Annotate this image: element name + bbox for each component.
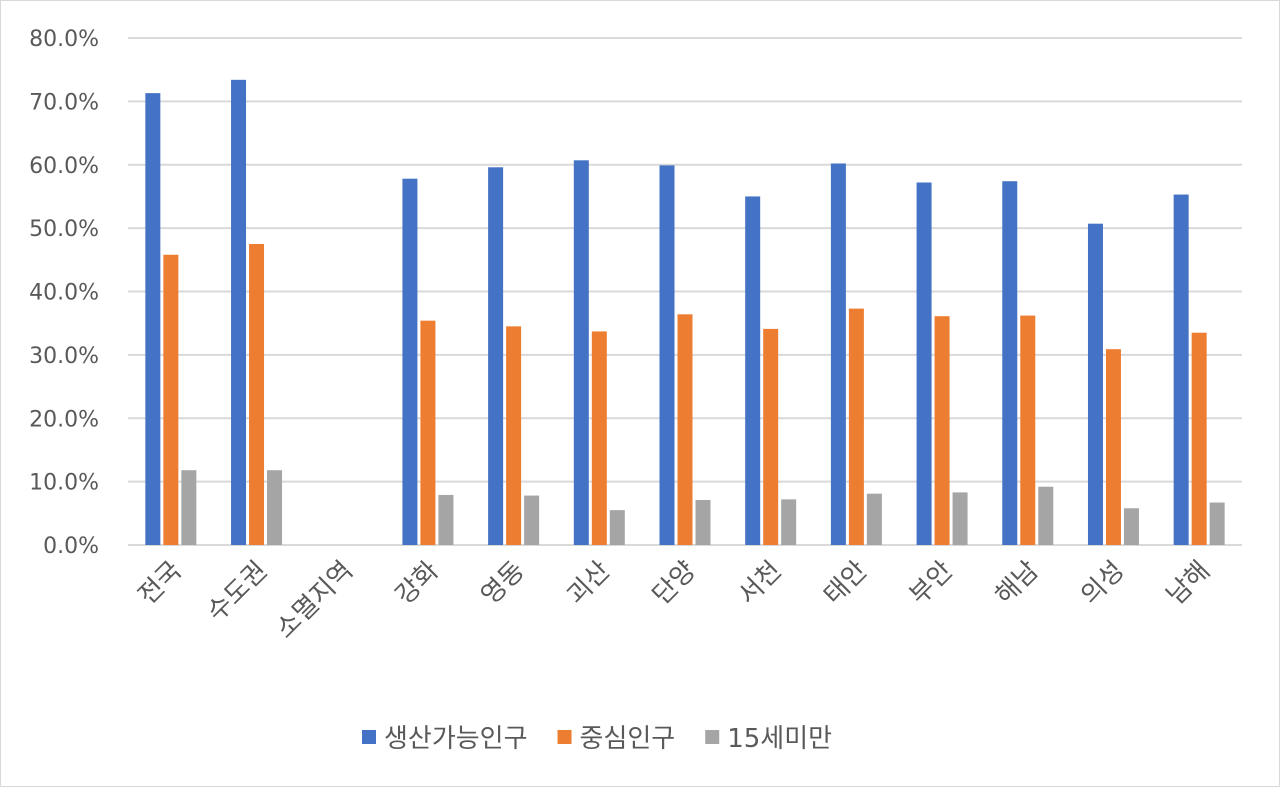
x-category-label: 수도권 bbox=[202, 556, 274, 628]
legend-label: 생산가능인구 bbox=[384, 724, 528, 754]
bar-2 bbox=[591, 331, 607, 545]
y-tick-label: 50.0% bbox=[29, 217, 99, 242]
bar-3 bbox=[524, 495, 540, 545]
x-category-label: 해남 bbox=[990, 556, 1045, 611]
x-category-label: 전국 bbox=[133, 556, 188, 611]
bar-2 bbox=[420, 320, 436, 545]
bar-3 bbox=[267, 470, 283, 545]
bar-1 bbox=[573, 160, 589, 545]
bar-2 bbox=[677, 314, 693, 545]
bar-3 bbox=[438, 494, 454, 545]
x-category-label: 남해 bbox=[1161, 556, 1216, 611]
bar-1 bbox=[1087, 223, 1103, 545]
bar-2 bbox=[249, 243, 265, 545]
gridlines bbox=[128, 37, 1242, 546]
x-category-label: 서천 bbox=[733, 556, 788, 611]
bar-2 bbox=[1191, 332, 1207, 545]
x-category-label: 괴산 bbox=[561, 556, 616, 611]
y-tick-label: 10.0% bbox=[29, 471, 99, 496]
bar-3 bbox=[1038, 486, 1054, 545]
legend: 생산가능인구 중심인구 15세미만 bbox=[362, 724, 832, 754]
bar-2 bbox=[163, 254, 179, 545]
bar-2 bbox=[934, 316, 950, 545]
bar-3 bbox=[1123, 508, 1139, 545]
y-tick-label: 20.0% bbox=[29, 407, 99, 432]
bar-3 bbox=[952, 492, 968, 545]
bar-3 bbox=[181, 470, 197, 545]
bar-1 bbox=[402, 178, 418, 545]
x-category-label: 태안 bbox=[818, 556, 873, 611]
legend-swatch bbox=[362, 730, 376, 744]
bar-1 bbox=[1173, 194, 1189, 545]
bar-1 bbox=[916, 182, 932, 545]
x-category-label: 부안 bbox=[904, 556, 959, 611]
legend-swatch bbox=[705, 730, 720, 744]
bar-1 bbox=[745, 196, 761, 545]
x-category-label: 소멸지역 bbox=[270, 556, 359, 645]
bar-3 bbox=[1209, 502, 1225, 545]
bar-1 bbox=[488, 167, 504, 545]
bar-3 bbox=[781, 499, 797, 545]
bar-1 bbox=[145, 93, 161, 545]
y-tick-label: 60.0% bbox=[29, 154, 99, 179]
bar-2 bbox=[763, 328, 779, 545]
y-tick-label: 0.0% bbox=[43, 534, 99, 559]
y-tick-label: 70.0% bbox=[29, 90, 99, 115]
bar-1 bbox=[1002, 181, 1018, 546]
bar-2 bbox=[848, 308, 864, 545]
x-category-label: 단양 bbox=[647, 556, 702, 611]
y-tick-label: 80.0% bbox=[29, 27, 99, 52]
y-tick-label: 40.0% bbox=[29, 281, 99, 306]
x-category-label: 영동 bbox=[476, 556, 531, 611]
y-tick-label: 30.0% bbox=[29, 344, 99, 369]
bar-1 bbox=[659, 165, 675, 546]
bar-3 bbox=[609, 510, 625, 545]
legend-swatch bbox=[557, 730, 572, 744]
bar-3 bbox=[695, 500, 711, 545]
x-category-label: 강화 bbox=[390, 556, 445, 611]
y-axis-ticks: 0.0% 10.0% 20.0% 30.0% 40.0% 50.0% 60.0% 70.0% 8… bbox=[29, 27, 99, 559]
bars bbox=[145, 79, 1225, 546]
bar-1 bbox=[830, 163, 846, 546]
bar-2 bbox=[1020, 315, 1036, 545]
legend-label: 15세미만 bbox=[727, 724, 832, 754]
legend-label: 중심인구 bbox=[580, 724, 676, 754]
bar-3 bbox=[866, 493, 882, 545]
bar-1 bbox=[231, 79, 247, 545]
x-category-label: 의성 bbox=[1075, 556, 1130, 611]
bar-2 bbox=[1105, 349, 1121, 545]
bar-2 bbox=[506, 326, 522, 545]
